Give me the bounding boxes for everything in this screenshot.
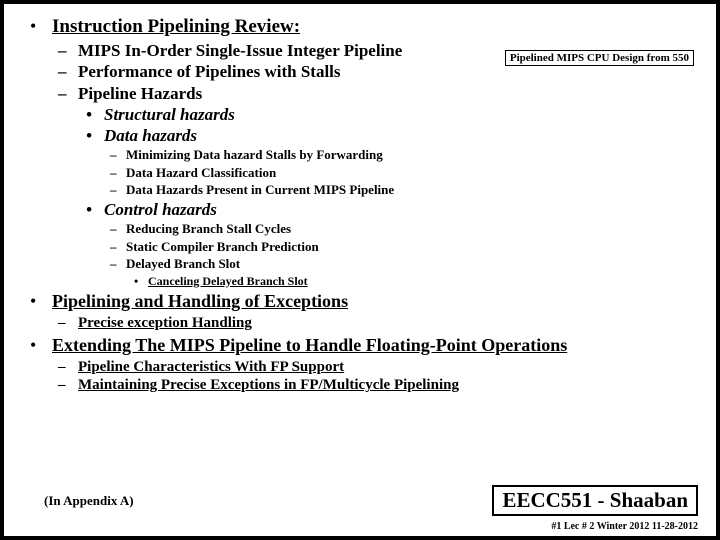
- section-1: Instruction Pipelining Review: MIPS In-O…: [24, 16, 696, 289]
- section-1-title: Instruction Pipelining Review:: [52, 16, 300, 37]
- control-sub-prediction: Static Compiler Branch Prediction: [104, 238, 696, 256]
- hazard-data: Data hazards Minimizing Data hazard Stal…: [78, 125, 696, 199]
- section-1-items: MIPS In-Order Single-Issue Integer Pipel…: [52, 40, 696, 289]
- data-sub-classification: Data Hazard Classification: [104, 164, 696, 182]
- section-3-items: Pipeline Characteristics With FP Support…: [52, 358, 696, 396]
- section-2-items: Precise exception Handling: [52, 314, 696, 333]
- section-3-title: Extending The MIPS Pipeline to Handle Fl…: [52, 335, 567, 355]
- section-2-title: Pipelining and Handling of Exceptions: [52, 291, 348, 311]
- control-sub-delayed-label: Delayed Branch Slot: [126, 256, 240, 271]
- appendix-note: (In Appendix A): [44, 493, 134, 509]
- hazard-control-label: Control hazards: [104, 200, 217, 219]
- outline-list: Instruction Pipelining Review: MIPS In-O…: [24, 16, 696, 395]
- section-3: Extending The MIPS Pipeline to Handle Fl…: [24, 335, 696, 396]
- item-pipeline-hazards: Pipeline Hazards Structural hazards Data…: [52, 83, 696, 289]
- data-hazard-sublist: Minimizing Data hazard Stalls by Forward…: [104, 146, 696, 199]
- control-hazard-sublist: Reducing Branch Stall Cycles Static Comp…: [104, 220, 696, 289]
- item-performance-stalls: Performance of Pipelines with Stalls: [52, 61, 696, 82]
- hazard-structural: Structural hazards: [78, 104, 696, 125]
- delayed-slot-sublist: Canceling Delayed Branch Slot: [126, 273, 696, 289]
- data-sub-forwarding: Minimizing Data hazard Stalls by Forward…: [104, 146, 696, 164]
- hazard-control: Control hazards Reducing Branch Stall Cy…: [78, 199, 696, 289]
- item-precise-exception: Precise exception Handling: [52, 314, 696, 333]
- canceling-delayed: Canceling Delayed Branch Slot: [126, 273, 696, 289]
- hazard-data-label: Data hazards: [104, 126, 197, 145]
- control-sub-delayed: Delayed Branch Slot Canceling Delayed Br…: [104, 255, 696, 289]
- item-pipeline-hazards-label: Pipeline Hazards: [78, 84, 202, 103]
- item-fp-characteristics: Pipeline Characteristics With FP Support: [52, 358, 696, 377]
- data-sub-present: Data Hazards Present in Current MIPS Pip…: [104, 181, 696, 199]
- footer-meta: #1 Lec # 2 Winter 2012 11-28-2012: [551, 521, 698, 532]
- item-fp-precise-exceptions: Maintaining Precise Exceptions in FP/Mul…: [52, 376, 696, 395]
- control-sub-stall: Reducing Branch Stall Cycles: [104, 220, 696, 238]
- footer-title-box: EECC551 - Shaaban: [492, 485, 698, 516]
- slide-container: Pipelined MIPS CPU Design from 550 Instr…: [0, 0, 720, 540]
- hazards-list: Structural hazards Data hazards Minimizi…: [78, 104, 696, 289]
- section-2: Pipelining and Handling of Exceptions Pr…: [24, 291, 696, 333]
- item-mips-pipeline: MIPS In-Order Single-Issue Integer Pipel…: [52, 40, 696, 61]
